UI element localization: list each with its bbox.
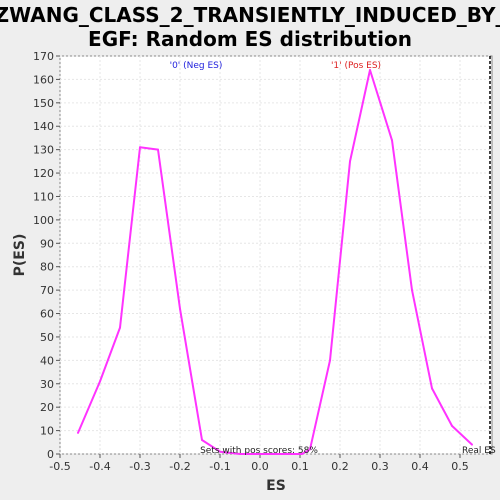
chart-title-line2: EGF: Random ES distribution: [88, 27, 412, 51]
y-tick-label: 90: [40, 237, 54, 250]
data-point: [77, 432, 79, 434]
real-es-label: Real ES: [462, 446, 496, 456]
y-axis-label: P(ES): [12, 234, 28, 277]
data-point: [349, 160, 351, 162]
x-axis-label: ES: [266, 478, 286, 494]
x-tick-label: 0.1: [291, 460, 309, 473]
y-tick-label: 40: [40, 354, 54, 367]
y-tick-label: 70: [40, 284, 54, 297]
pos-es-label: '1' (Pos ES): [331, 61, 381, 71]
chart-title-line1: ZWANG_CLASS_2_TRANSIENTLY_INDUCED_BY_: [0, 3, 500, 27]
data-point: [451, 425, 453, 427]
data-point: [431, 387, 433, 389]
y-tick-label: 110: [33, 190, 54, 203]
y-tick-label: 20: [40, 401, 54, 414]
x-tick-label: -0.2: [169, 460, 190, 473]
x-tick-label: -0.1: [209, 460, 230, 473]
y-tick-label: 120: [33, 167, 54, 180]
x-tick-label: 0.4: [411, 460, 429, 473]
x-tick-label: 0.5: [451, 460, 469, 473]
data-point: [411, 289, 413, 291]
y-tick-label: 140: [33, 120, 54, 133]
x-tick-label: 0.0: [251, 460, 269, 473]
y-tick-label: 170: [33, 50, 54, 63]
y-tick-label: 10: [40, 425, 54, 438]
x-tick-label: -0.5: [49, 460, 70, 473]
data-point: [179, 308, 181, 310]
y-tick-label: 50: [40, 331, 54, 344]
x-tick-label: -0.4: [89, 460, 110, 473]
data-point: [119, 327, 121, 329]
y-tick-label: 130: [33, 144, 54, 157]
data-point: [391, 139, 393, 141]
data-point: [201, 439, 203, 441]
data-point: [329, 359, 331, 361]
x-tick-label: -0.3: [129, 460, 150, 473]
data-point: [139, 146, 141, 148]
plot-area: [60, 56, 492, 454]
x-tick-label: 0.3: [371, 460, 389, 473]
data-point: [99, 380, 101, 382]
y-tick-label: 60: [40, 308, 54, 321]
y-tick-label: 100: [33, 214, 54, 227]
y-tick-label: 80: [40, 261, 54, 274]
pos-scores-annotation: Sets with pos scores: 58%: [200, 446, 318, 456]
neg-es-label: '0' (Neg ES): [170, 61, 223, 71]
y-tick-label: 150: [33, 97, 54, 110]
y-tick-label: 30: [40, 378, 54, 391]
x-tick-label: 0.2: [331, 460, 349, 473]
y-tick-label: 160: [33, 73, 54, 86]
data-point: [157, 149, 159, 151]
